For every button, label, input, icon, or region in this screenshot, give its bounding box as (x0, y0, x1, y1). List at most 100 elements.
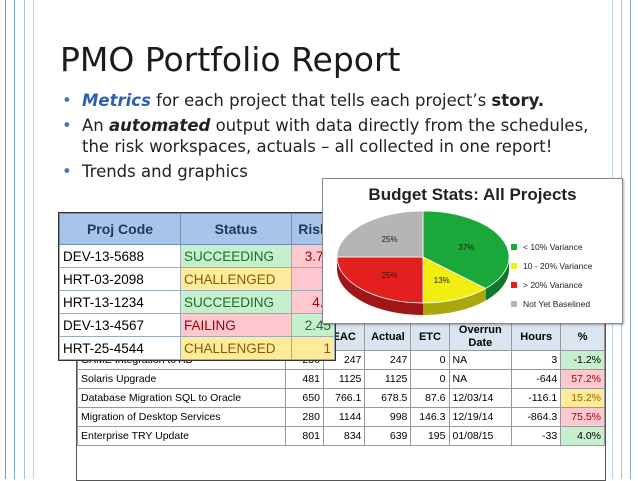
detail-cell: 3 (511, 350, 562, 370)
detail-cell: NA (448, 350, 513, 370)
table-row: DEV-13-5688 SUCCEEDING 3.75 (59, 244, 335, 268)
legend-label: > 20% Variance (523, 279, 583, 290)
risk-score: 1 (291, 336, 335, 360)
detail-col-hours: Hours (511, 323, 562, 351)
bullet-trends-text: Trends and graphics (82, 162, 248, 181)
pie-slice-label: 25% (382, 235, 398, 244)
detail-cell: 57.2% (560, 369, 605, 389)
detail-cell: NA (448, 369, 513, 389)
pie-slice-label: 13% (434, 276, 450, 285)
detail-cell: 1125 (322, 369, 366, 389)
table-row: Solaris Upgrade 481 1125 1125 0 NA -644 … (77, 369, 605, 389)
detail-cell: -116.1 (511, 388, 562, 408)
detail-cell: -33 (511, 426, 562, 446)
table-row: HRT-13-1234 SUCCEEDING 4.5 (59, 290, 335, 314)
table-row: HRT-25-4544 CHALLENGED 1 (59, 336, 335, 360)
detail-cell: 801 (284, 426, 324, 446)
detail-col-etc: ETC (410, 323, 450, 351)
pie-slice-side (423, 288, 486, 315)
detail-cell: 4.0% (560, 426, 605, 446)
table-row: Migration of Desktop Services 280 1144 9… (77, 407, 605, 427)
legend-label: Not Yet Baselined (523, 298, 591, 309)
bullet-automated-emphasis: automated (109, 116, 211, 135)
detail-cell: 766.1 (322, 388, 366, 408)
bullet-metrics-emphasis: Metrics (82, 91, 151, 110)
detail-cell: -1.2% (560, 350, 605, 370)
detail-cell: 998 (364, 407, 412, 427)
status-badge: SUCCEEDING (180, 244, 292, 268)
detail-cell: 280 (284, 407, 324, 427)
detail-cell: 75.5% (560, 407, 605, 427)
pie-slice (422, 256, 487, 304)
table-row: Database Migration SQL to Oracle 650 766… (77, 388, 605, 408)
bullet-automated-pre: An (82, 116, 109, 135)
detail-cell: 0 (410, 350, 450, 370)
detail-cell: 639 (364, 426, 412, 446)
pie-slice (422, 210, 510, 289)
status-header-row: Proj Code Status Risk (59, 213, 335, 245)
bullet-metrics-story: story. (491, 91, 545, 110)
bullet-list: Metrics for each project that tells each… (60, 90, 600, 186)
table-row: HRT-03-2098 CHALLENGED 4 (59, 267, 335, 291)
legend-item: > 20% Variance (511, 275, 592, 294)
detail-cell: 678.5 (364, 388, 412, 408)
budget-stats-chart: Budget Stats: All Projects 37% 13% 25% 25% … (322, 178, 623, 324)
bullet-metrics-text: for each project that tells each project… (150, 91, 492, 110)
detail-cell: Enterprise TRY Update (77, 426, 286, 446)
legend-swatch (511, 281, 517, 288)
detail-cell: 1144 (322, 407, 366, 427)
legend-swatch (511, 300, 517, 307)
detail-cell: 481 (284, 369, 324, 389)
project-code: HRT-13-1234 (59, 290, 181, 314)
pie-slice-label: 25% (382, 271, 398, 280)
project-code: DEV-13-4567 (59, 313, 181, 337)
legend-item: 10 - 20% Variance (511, 256, 592, 275)
status-col-status: Status (180, 213, 292, 245)
legend-item: < 10% Variance (511, 237, 592, 256)
project-code: HRT-03-2098 (59, 267, 181, 291)
bullet-metrics: Metrics for each project that tells each… (60, 90, 600, 111)
detail-cell: Database Migration SQL to Oracle (77, 388, 286, 408)
bullet-trends: Trends and graphics (60, 161, 600, 182)
decorative-lines-left (0, 0, 40, 479)
project-code: HRT-25-4544 (59, 336, 181, 360)
chart-title: Budget Stats: All Projects (368, 185, 577, 204)
slide-title: PMO Portfolio Report (60, 40, 401, 79)
detail-cell: 146.3 (410, 407, 450, 427)
legend-label: < 10% Variance (523, 241, 583, 252)
status-badge: FAILING (180, 313, 292, 337)
detail-cell: 247 (364, 350, 412, 370)
table-row: DEV-13-4567 FAILING 2.45 (59, 313, 335, 337)
pie-slice (336, 256, 424, 304)
detail-cell: 12/19/14 (448, 407, 513, 427)
detail-cell: 650 (284, 388, 324, 408)
table-row: Enterprise TRY Update 801 834 639 195 01… (77, 426, 605, 446)
detail-cell: 834 (322, 426, 366, 446)
detail-col-pct: % (560, 323, 605, 351)
legend-label: 10 - 20% Variance (523, 260, 593, 271)
detail-cell: Solaris Upgrade (77, 369, 286, 389)
detail-col-actual: Actual (364, 323, 412, 351)
detail-cell: Migration of Desktop Services (77, 407, 286, 427)
status-col-code: Proj Code (59, 213, 181, 245)
detail-cell: 0 (410, 369, 450, 389)
bullet-automated-text: output with data directly from the sched… (82, 116, 589, 156)
detail-col-overrun: Overrun Date (448, 323, 513, 351)
detail-cell: 1125 (364, 369, 412, 389)
legend-item: Not Yet Baselined (511, 294, 592, 313)
detail-cell: 195 (410, 426, 450, 446)
legend-swatch (511, 243, 517, 250)
project-code: DEV-13-5688 (59, 244, 181, 268)
pie-chart: 37% 13% 25% 25% (336, 210, 510, 315)
status-badge: CHALLENGED (180, 336, 292, 360)
status-badge: SUCCEEDING (180, 290, 292, 314)
detail-cell: 15.2% (560, 388, 605, 408)
pie-slice-side (485, 257, 509, 301)
detail-cell: -864.3 (511, 407, 562, 427)
status-badge: CHALLENGED (180, 267, 292, 291)
detail-cell: 12/03/14 (448, 388, 513, 408)
detail-cell: 01/08/15 (448, 426, 513, 446)
project-status-table: Proj Code Status Risk DEV-13-5688 SUCCEE… (58, 212, 336, 361)
chart-legend: < 10% Variance 10 - 20% Variance > 20% Var… (511, 237, 592, 313)
pie-slice-label: 37% (458, 243, 474, 252)
